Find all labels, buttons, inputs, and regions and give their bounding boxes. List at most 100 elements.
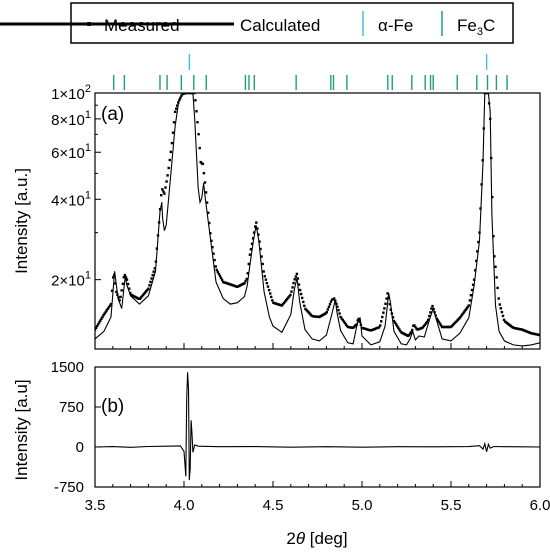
measured-point bbox=[244, 279, 247, 283]
measured-point bbox=[407, 333, 411, 337]
measured-point bbox=[336, 305, 339, 308]
measured-point bbox=[472, 278, 476, 281]
measured-point bbox=[162, 190, 165, 193]
measured-point bbox=[106, 307, 109, 310]
measured-point bbox=[414, 325, 417, 329]
measured-point bbox=[269, 292, 272, 295]
measured-point bbox=[495, 276, 498, 279]
measured-point bbox=[160, 194, 163, 197]
measured-point bbox=[499, 307, 502, 310]
measured-point bbox=[289, 293, 292, 297]
measured-point bbox=[250, 242, 254, 245]
measured-point bbox=[411, 328, 414, 332]
measured-point bbox=[122, 276, 125, 279]
measured-point bbox=[502, 318, 506, 321]
measured-point bbox=[119, 295, 122, 299]
measured-points bbox=[95, 93, 540, 338]
x-tick-label: 3.5 bbox=[85, 497, 106, 514]
measured-point bbox=[170, 141, 174, 145]
measured-point bbox=[438, 322, 442, 325]
measured-point bbox=[338, 312, 341, 315]
measured-point bbox=[398, 328, 401, 331]
measured-point bbox=[193, 93, 196, 95]
measured-point bbox=[243, 282, 246, 285]
measured-point bbox=[432, 308, 435, 311]
measured-point bbox=[101, 315, 104, 319]
measured-point bbox=[97, 323, 100, 326]
measured-point bbox=[384, 302, 387, 305]
measured-point bbox=[293, 278, 296, 281]
measured-point bbox=[195, 110, 198, 113]
measured-point bbox=[148, 284, 151, 287]
measured-point bbox=[126, 282, 130, 286]
measured-point bbox=[146, 288, 149, 292]
panel-b-y-axis-label: Intensity [a.u] bbox=[12, 379, 31, 480]
measured-point bbox=[168, 158, 171, 162]
measured-point bbox=[395, 323, 398, 326]
legend-alpha-fe-label: α-Fe bbox=[378, 16, 413, 35]
measured-point bbox=[501, 314, 505, 318]
measured-point bbox=[124, 276, 128, 279]
measured-point bbox=[155, 247, 159, 250]
measured-point bbox=[390, 312, 394, 315]
measured-point bbox=[209, 232, 212, 235]
measured-point bbox=[142, 292, 146, 295]
measured-point bbox=[102, 314, 105, 317]
measured-point bbox=[288, 295, 291, 298]
measured-point bbox=[108, 304, 112, 307]
measured-point bbox=[294, 275, 297, 278]
measured-point bbox=[356, 319, 359, 322]
measured-point bbox=[113, 273, 116, 277]
measured-point bbox=[270, 295, 273, 299]
x-axis-label: 2θ [deg] bbox=[286, 529, 347, 548]
measured-point bbox=[282, 301, 286, 305]
measured-point bbox=[153, 267, 156, 270]
measured-point bbox=[120, 289, 123, 292]
measured-point bbox=[478, 231, 481, 234]
measured-point bbox=[144, 291, 147, 294]
measured-point bbox=[466, 305, 469, 309]
measured-point bbox=[295, 272, 299, 276]
measured-point bbox=[215, 268, 218, 272]
measured-point bbox=[461, 313, 464, 316]
measured-point bbox=[199, 160, 202, 164]
measured-point bbox=[204, 191, 208, 194]
panel-a-frame bbox=[94, 92, 541, 350]
measured-point bbox=[464, 308, 467, 312]
measured-point bbox=[429, 311, 432, 314]
measured-point bbox=[156, 234, 160, 237]
measured-point bbox=[328, 303, 332, 306]
panel-a: 2×101 4×101 6×101 8×101 1×102 (a) Intensity … bbox=[12, 83, 541, 350]
measured-point bbox=[344, 323, 348, 326]
measured-point bbox=[125, 278, 129, 281]
measured-point bbox=[491, 195, 494, 199]
measured-point bbox=[256, 227, 259, 230]
measured-point bbox=[147, 287, 150, 290]
measured-point bbox=[377, 326, 381, 329]
y-tick-label: 750 bbox=[59, 399, 84, 416]
measured-point bbox=[264, 278, 268, 281]
measured-point bbox=[176, 104, 179, 107]
measured-point bbox=[355, 323, 358, 326]
measured-point bbox=[121, 282, 124, 285]
measured-point bbox=[283, 300, 287, 303]
measured-point bbox=[109, 302, 113, 306]
panel-b-frame bbox=[94, 366, 541, 488]
measured-point bbox=[287, 296, 290, 299]
measured-point bbox=[218, 274, 222, 278]
measured-point bbox=[254, 225, 257, 228]
measured-point bbox=[433, 311, 436, 314]
reflection-markers bbox=[112, 54, 508, 90]
measured-point bbox=[205, 201, 209, 204]
measured-point bbox=[340, 317, 343, 320]
measured-point bbox=[489, 117, 492, 121]
measured-point bbox=[482, 127, 485, 130]
measured-point bbox=[207, 211, 210, 214]
y-tick-label: 4×101 bbox=[51, 189, 91, 209]
panel-a-y-tick-labels: 2×101 4×101 6×101 8×101 1×102 bbox=[51, 83, 91, 290]
measured-point bbox=[178, 98, 181, 102]
measured-point bbox=[271, 299, 274, 302]
measured-point bbox=[486, 93, 490, 95]
measured-point bbox=[421, 326, 425, 329]
measured-point bbox=[196, 121, 199, 124]
